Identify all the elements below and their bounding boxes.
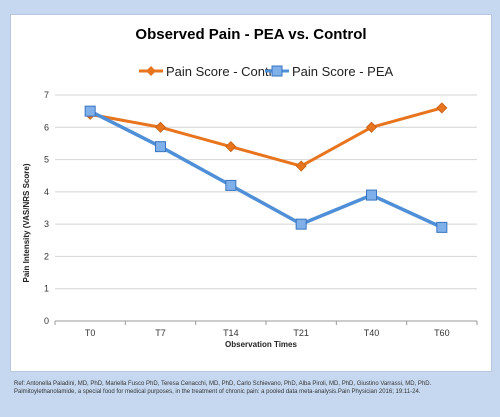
x-tick-label: T60 [434,328,450,338]
series-layer [84,102,448,233]
data-point-control [436,102,448,114]
data-point-control [225,141,237,153]
x-axis-title: Observation Times [225,340,297,349]
y-tick-label: 5 [44,155,49,165]
y-tick-label: 6 [44,122,49,132]
legend-label: Pain Score - PEA [292,64,393,79]
data-point-pea [155,141,166,153]
legend-marker-pea [271,65,283,77]
line-chart: Observed Pain - PEA vs. Control Pain Sco… [22,26,478,349]
gridlines [55,94,477,322]
y-tick-label: 3 [44,219,49,229]
x-tick-label: T0 [85,328,96,338]
series-line-control [89,106,443,168]
y-axis-ticks: 0 1 2 3 4 5 6 7 [44,90,49,326]
y-tick-label: 1 [44,284,49,294]
data-point-pea [225,179,237,191]
data-point-pea [436,221,448,233]
chart-title: Observed Pain - PEA vs. Control [135,26,366,43]
x-axis-ticks: T0 T7 T14 T21 T40 T60 [54,321,478,338]
x-tick-label: T21 [293,328,309,338]
data-point-pea [295,218,307,230]
data-point-control [154,121,167,133]
y-tick-label: 0 [44,316,49,326]
legend-label: Pain Score - Control [166,64,283,79]
data-point-pea [84,105,96,117]
data-point-control [365,121,378,133]
reference-citation: Ref: Antonella Paladini, MD, PhD, Mariel… [14,381,432,395]
y-axis-title: Pain Intensity (VAS/NRS Score) [22,163,31,282]
x-tick-label: T40 [364,328,380,338]
legend-marker-control [146,66,156,76]
x-tick-label: T14 [223,328,239,338]
x-tick-label: T7 [155,328,166,338]
data-point-pea [366,189,377,201]
y-tick-label: 2 [44,251,49,261]
chart-legend: Pain Score - Control Pain Score - PEA [139,64,393,79]
chart-panel: Observed Pain - PEA vs. Control Pain Sco… [10,14,492,372]
y-tick-label: 4 [44,187,49,197]
series-line-pea [89,109,443,229]
data-point-control [295,160,307,172]
y-tick-label: 7 [44,90,49,100]
